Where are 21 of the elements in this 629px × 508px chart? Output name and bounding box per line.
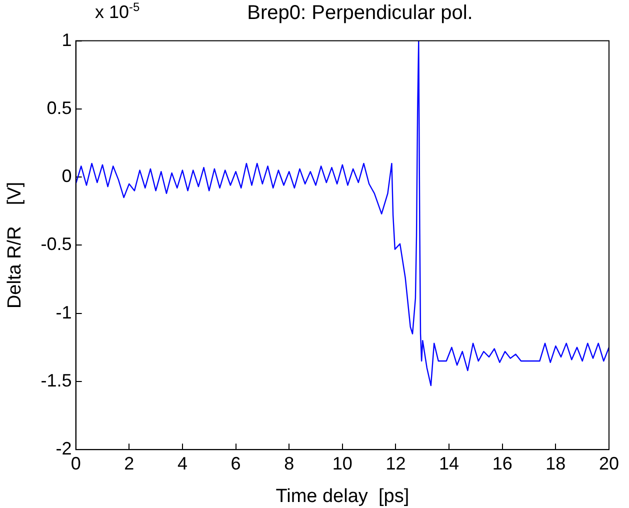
y-tick-label: -1.5 [40, 370, 72, 390]
y-tick-label: -0.5 [40, 234, 72, 254]
x-tick-label: 4 [177, 453, 188, 474]
chart-title: Brep0: Perpendicular pol. [247, 2, 473, 24]
y-tick-label: 0 [62, 166, 72, 186]
x-tick-label: 2 [124, 453, 134, 474]
x-tick-label: 6 [230, 453, 241, 474]
x-axis-title: Time delay [ps] [276, 486, 410, 507]
x-tick-label: 14 [439, 453, 460, 474]
text: x 10$^{-5}$ [95, 0, 140, 23]
x-tick-label: 8 [284, 453, 294, 474]
y-tick-label: -1 [56, 302, 72, 322]
y-tick-label: 1 [62, 30, 72, 50]
x-tick-label: 18 [546, 453, 566, 474]
x-tick-label: 12 [386, 453, 406, 474]
y-tick-label: 0.5 [46, 98, 72, 118]
y-tick-label: -2 [56, 438, 72, 459]
x-tick-label: 16 [492, 453, 512, 474]
y-axis-title: Delta R/R [V] [4, 182, 26, 309]
x-tick-label: 10 [332, 453, 352, 474]
x-tick-label: 20 [598, 453, 620, 474]
